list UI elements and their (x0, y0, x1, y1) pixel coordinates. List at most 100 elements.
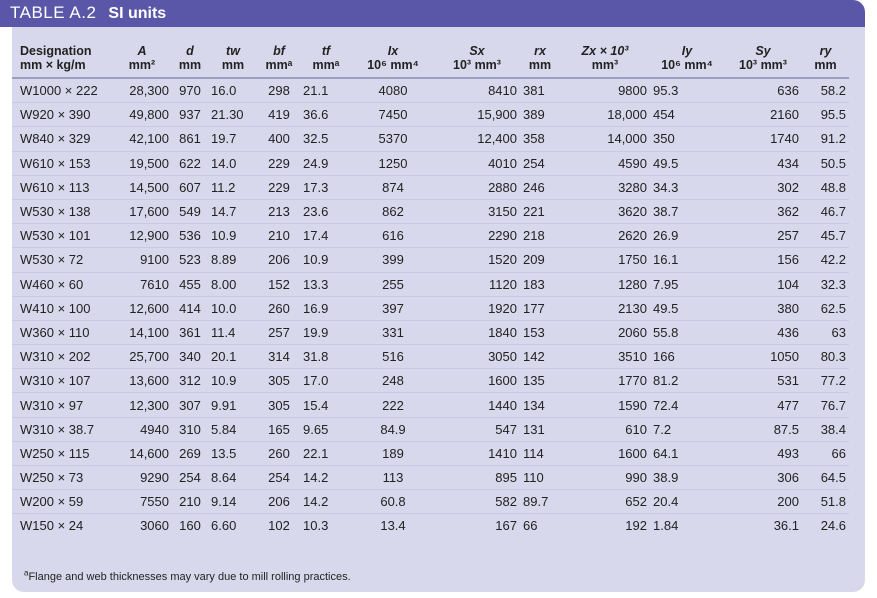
table-row: W530 × 101 12,900 536 10.9 210 17.4 616 2290 218… (12, 223, 849, 248)
table-cell: 28,300 (112, 77, 172, 103)
table-cell: 206 (258, 247, 300, 272)
table-cell: 16.9 (300, 295, 352, 321)
table-cell: 248 (352, 368, 434, 393)
table-cell: 153 (520, 319, 560, 345)
table-cell: 3280 (560, 174, 650, 200)
table-cell: 9800 (560, 77, 650, 103)
table-cell: 260 (258, 295, 300, 321)
table-cell: 1750 (560, 247, 650, 272)
table-label: TABLE A.2 (10, 3, 97, 22)
table-cell: 455 (172, 271, 208, 297)
row-designation: W530 × 101 (12, 223, 112, 248)
table-cell: 229 (258, 150, 300, 176)
row-designation: W250 × 115 (12, 440, 112, 466)
table-cell: 4080 (352, 77, 434, 103)
table-cell: 58.2 (802, 77, 849, 103)
row-designation: W410 × 100 (12, 295, 112, 321)
table-cell: 4010 (434, 150, 520, 176)
table-cell: 24.9 (300, 150, 352, 176)
table-cell: 4590 (560, 150, 650, 176)
table-cell: 209 (520, 247, 560, 272)
table-cell: 381 (520, 77, 560, 103)
table-cell: 72.4 (650, 392, 724, 418)
table-cell: 18,000 (560, 102, 650, 127)
table-cell: 46.7 (802, 198, 849, 224)
table-cell: 16.0 (208, 77, 258, 103)
row-designation: W530 × 72 (12, 247, 112, 272)
table-cell: 32.3 (802, 271, 849, 297)
table-cell: 14.2 (300, 489, 352, 514)
table-cell: 10.9 (208, 368, 258, 393)
table-row: W150 × 24 3060 160 6.60 102 10.3 13.4 167 66 192 1… (12, 513, 849, 538)
table-cell: 55.8 (650, 319, 724, 345)
table-cell: 257 (258, 319, 300, 345)
table-cell: 135 (520, 368, 560, 393)
table-cell: 298 (258, 77, 300, 103)
table-cell: 62.5 (802, 295, 849, 321)
table-cell: 19,500 (112, 150, 172, 176)
table-cell: 7.95 (650, 271, 724, 297)
table-cell: 400 (258, 126, 300, 152)
table-cell: 362 (724, 198, 802, 224)
table-cell: 131 (520, 416, 560, 442)
table-cell: 2880 (434, 174, 520, 200)
table-cell: 2620 (560, 223, 650, 248)
table-cell: 19.9 (300, 319, 352, 345)
table-cell: 652 (560, 489, 650, 514)
table-row: W250 × 115 14,600 269 13.5 260 22.1 189 1410 114… (12, 440, 849, 466)
column-header-ix: Ix 10⁶ mm⁴ (367, 44, 419, 72)
table-cell: 60.8 (352, 489, 434, 514)
table-cell: 15.4 (300, 392, 352, 418)
table-cell: 350 (650, 126, 724, 152)
column-header-rx: rx mm (528, 44, 552, 72)
table-cell: 210 (172, 489, 208, 514)
table-cell: 990 (560, 464, 650, 490)
table-cell: 89.7 (520, 489, 560, 514)
table-cell: 49.5 (650, 150, 724, 176)
table-cell: 9.14 (208, 489, 258, 514)
row-designation: W460 × 60 (12, 271, 112, 297)
table-cell: 307 (172, 392, 208, 418)
table-cell: 1840 (434, 319, 520, 345)
table-cell: 254 (172, 464, 208, 490)
table-cell: 177 (520, 295, 560, 321)
table-cell: 49,800 (112, 102, 172, 127)
table-cell: 50.5 (802, 150, 849, 176)
table-cell: 1250 (352, 150, 434, 176)
table-cell: 200 (724, 489, 802, 514)
table-cell: 26.9 (650, 223, 724, 248)
table-cell: 269 (172, 440, 208, 466)
banner-bar (0, 0, 865, 27)
table-cell: 17.3 (300, 174, 352, 200)
table-cell: 607 (172, 174, 208, 200)
table-cell: 10.0 (208, 295, 258, 321)
table-row: W310 × 107 13,600 312 10.9 305 17.0 248 1600 135… (12, 368, 849, 393)
table-cell: 38.9 (650, 464, 724, 490)
table-cell: 14,500 (112, 174, 172, 200)
table-cell: 189 (352, 440, 434, 466)
table-cell: 113 (352, 464, 434, 490)
table-cell: 610 (560, 416, 650, 442)
table-cell: 63 (802, 319, 849, 345)
table-cell: 51.8 (802, 489, 849, 514)
table-cell: 36.1 (724, 513, 802, 538)
footnote-text: Flange and web thicknesses may vary due … (28, 571, 351, 583)
table-cell: 7450 (352, 102, 434, 127)
table-row: W530 × 138 17,600 549 14.7 213 23.6 862 3150 221… (12, 198, 849, 224)
table-cell: 9290 (112, 464, 172, 490)
column-header-web-thickness: tw mm (221, 44, 245, 72)
table-cell: 3510 (560, 344, 650, 369)
table-cell: 10.9 (300, 247, 352, 272)
table-cell: 66 (802, 440, 849, 466)
table-cell: 7550 (112, 489, 172, 514)
table-cell: 1600 (560, 440, 650, 466)
table-cell: 17.4 (300, 223, 352, 248)
table-cell: 547 (434, 416, 520, 442)
table-cell: 1440 (434, 392, 520, 418)
table-cell: 8.64 (208, 464, 258, 490)
table-cell: 1740 (724, 126, 802, 152)
table-cell: 7610 (112, 271, 172, 297)
table-cell: 24.6 (802, 513, 849, 538)
column-header-ry: ry mm (814, 44, 837, 72)
table-subtitle: SI units (108, 5, 167, 22)
